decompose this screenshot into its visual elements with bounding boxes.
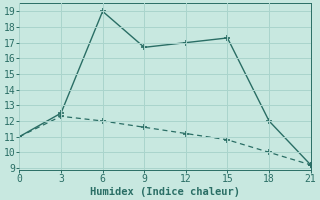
X-axis label: Humidex (Indice chaleur): Humidex (Indice chaleur) (90, 186, 240, 197)
